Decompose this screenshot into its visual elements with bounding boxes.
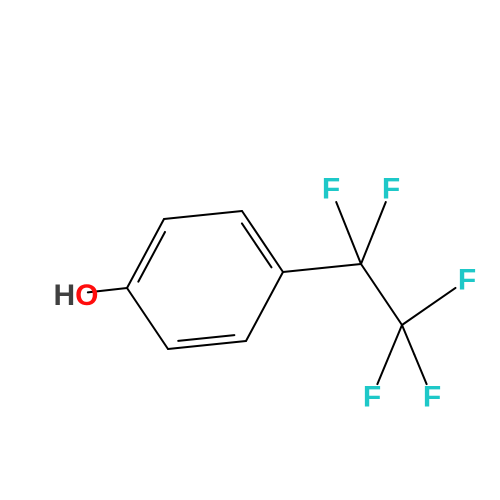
bonds-layer [88, 202, 456, 384]
molecule-diagram: HO F F F F F [0, 0, 500, 500]
bond-line [242, 223, 272, 267]
bond-line [127, 219, 164, 288]
atom-label-F1: F [322, 173, 340, 206]
bond-line [361, 233, 373, 264]
bond-line [246, 272, 283, 341]
bond-line [168, 341, 246, 349]
bond-line [127, 288, 168, 349]
bond-line [402, 325, 414, 355]
bond-line [164, 211, 242, 219]
bond-line [336, 202, 348, 233]
bond-line [178, 335, 234, 341]
labels-layer: HO F F F F F [53, 173, 476, 414]
atom-label-F5: F [423, 381, 441, 414]
bond-line [402, 306, 429, 325]
atom-label-F4: F [363, 381, 381, 414]
bond-line [361, 264, 402, 325]
bond-line [138, 232, 165, 282]
atom-label-F2: F [382, 173, 400, 206]
bond-line [283, 264, 361, 272]
bond-line [349, 233, 361, 264]
atom-label-O: HO [53, 279, 98, 312]
bond-line [373, 202, 385, 233]
bond-line [429, 288, 456, 307]
atom-label-F3: F [458, 264, 476, 297]
bond-line [242, 211, 283, 272]
bond-line [390, 325, 402, 355]
